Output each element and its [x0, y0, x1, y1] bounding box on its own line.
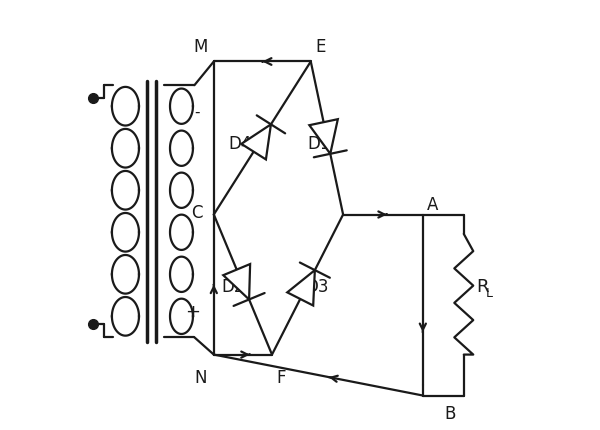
- Polygon shape: [241, 125, 271, 160]
- Text: R: R: [476, 277, 488, 295]
- Text: L: L: [486, 286, 493, 299]
- Polygon shape: [223, 264, 250, 300]
- Text: E: E: [315, 38, 325, 56]
- Text: A: A: [427, 195, 439, 213]
- Text: D2: D2: [221, 277, 245, 295]
- Text: C: C: [191, 204, 203, 222]
- Text: N: N: [195, 368, 208, 386]
- Polygon shape: [287, 270, 315, 306]
- Text: D3: D3: [305, 277, 329, 295]
- Text: M: M: [193, 38, 208, 56]
- Text: -: -: [194, 104, 200, 119]
- Text: B: B: [445, 404, 456, 422]
- Polygon shape: [310, 120, 338, 154]
- Text: +: +: [185, 303, 200, 321]
- Text: D1: D1: [308, 135, 331, 153]
- Text: F: F: [276, 368, 286, 386]
- Text: D4: D4: [228, 135, 251, 153]
